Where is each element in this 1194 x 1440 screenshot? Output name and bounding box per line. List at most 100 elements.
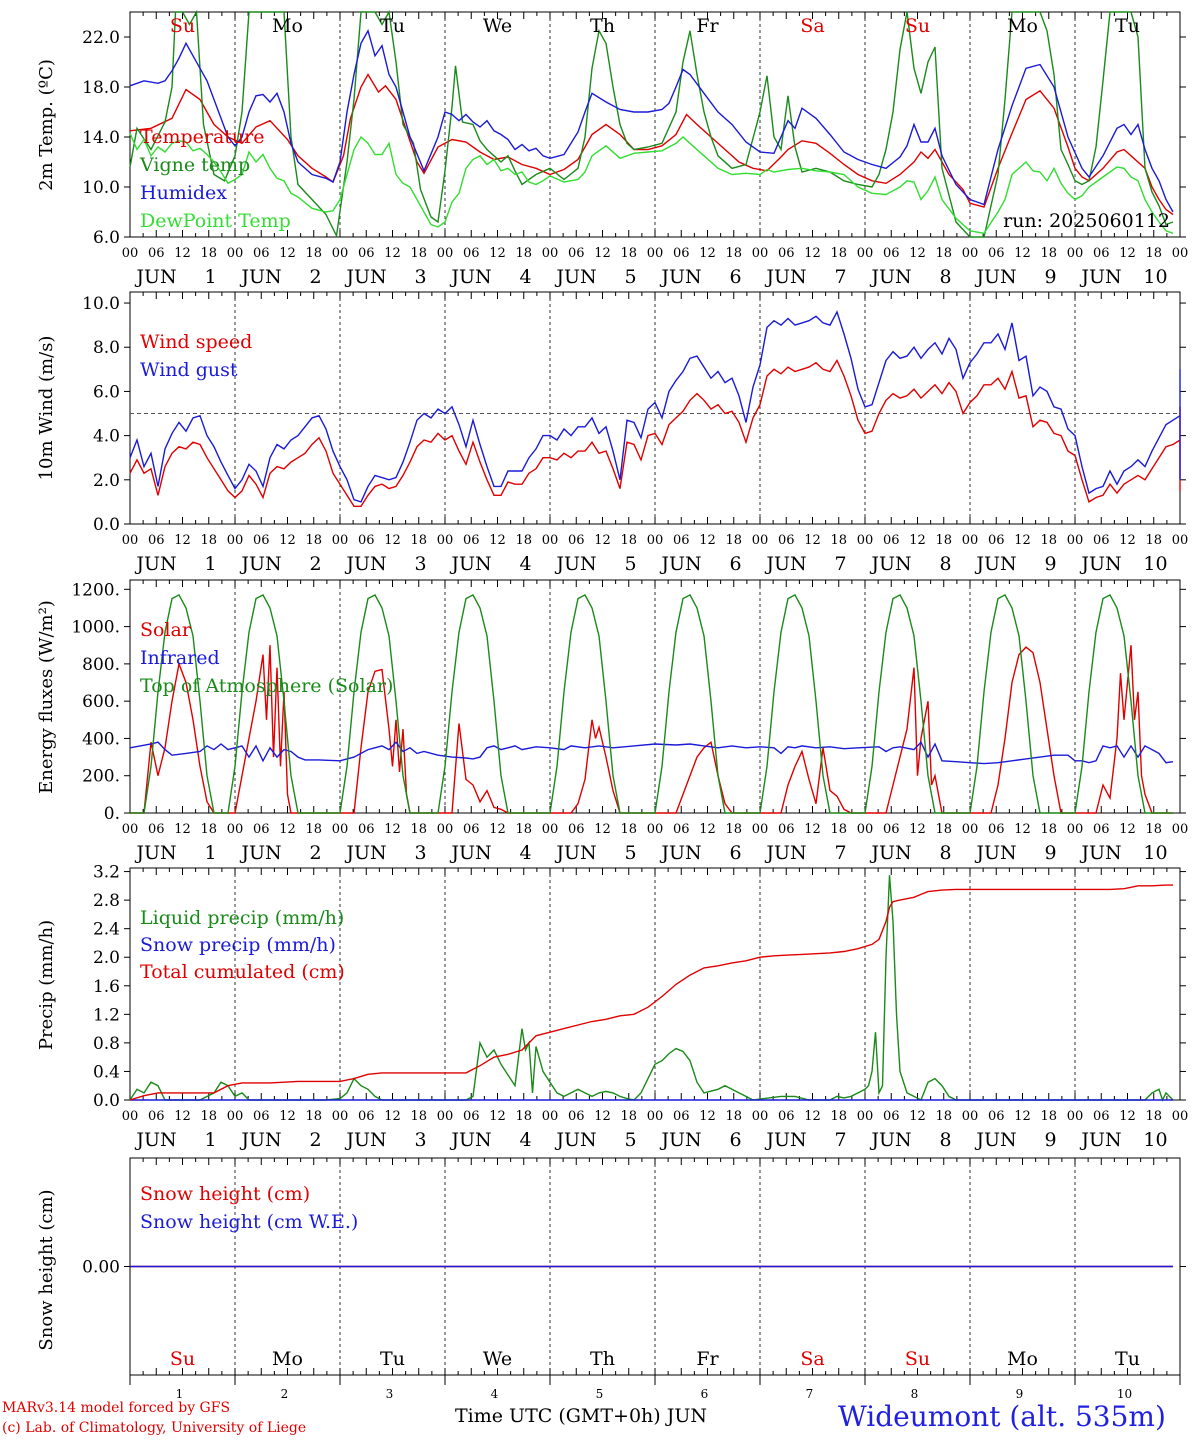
weekday-label: Sa [800, 1348, 824, 1370]
legend-entry: Wind gust [140, 359, 238, 381]
hour-tick-label: 06 [883, 822, 900, 837]
hour-tick-label: 06 [673, 1109, 690, 1124]
hour-tick-label: 18 [620, 533, 637, 548]
hour-tick-label: 06 [253, 1109, 270, 1124]
legend-entry: Snow precip (mm/h) [140, 934, 336, 956]
hour-tick-label: 00 [1067, 1109, 1084, 1124]
month-label: JUN [869, 842, 911, 864]
hour-tick-label: 12 [804, 246, 821, 261]
hour-tick-label: 12 [594, 533, 611, 548]
hour-tick-label: 18 [1040, 1109, 1057, 1124]
run-label: run: 2025060112 [1003, 210, 1170, 232]
date-label: 4 [519, 553, 531, 575]
month-label: JUN [974, 266, 1016, 288]
weekday-label: Su [905, 1348, 930, 1370]
date-label: 9 [1044, 1129, 1056, 1151]
hour-tick-label: 06 [673, 533, 690, 548]
month-label: JUN [134, 266, 176, 288]
hour-tick-label: 06 [358, 533, 375, 548]
hour-tick-label: 00 [647, 822, 664, 837]
y-tick-label: 18.0 [82, 78, 120, 98]
y-tick-label: 14.0 [82, 128, 120, 148]
date-label: 3 [414, 553, 426, 575]
y-tick-label: 2.0 [93, 948, 120, 968]
legend-entry: Total cumulated (cm) [140, 961, 345, 983]
hour-tick-label: 18 [935, 1109, 952, 1124]
date-label: 2 [309, 1129, 321, 1151]
y-tick-label: 3.2 [93, 863, 120, 883]
hour-tick-label: 00 [857, 246, 874, 261]
hour-tick-label: 18 [305, 822, 322, 837]
legend-entry: Temperature [140, 126, 264, 148]
hour-tick-label: 00 [1067, 533, 1084, 548]
month-label: JUN [764, 553, 806, 575]
weekday-label: Sa [800, 15, 824, 37]
hour-tick-label: 06 [883, 533, 900, 548]
hour-tick-label: 00 [752, 1109, 769, 1124]
month-label: JUN [344, 266, 386, 288]
hour-tick-label: 12 [489, 1109, 506, 1124]
month-label: JUN [764, 1129, 806, 1151]
y-tick-label: 0.00 [82, 1258, 120, 1278]
hour-tick-label: 06 [148, 533, 165, 548]
hour-tick-label: 06 [253, 822, 270, 837]
hour-tick-label: 18 [515, 1109, 532, 1124]
hour-tick-label: 00 [332, 533, 349, 548]
series-line [129, 9, 1174, 239]
hour-tick-label: 06 [673, 822, 690, 837]
y-tick-label: 600. [82, 692, 120, 712]
date-label: 10 [1143, 842, 1167, 864]
hour-tick-label: 18 [935, 246, 952, 261]
date-label: 5 [624, 553, 636, 575]
hour-tick-label: 18 [1145, 822, 1162, 837]
hour-tick-label: 18 [200, 822, 217, 837]
hour-tick-label: 00 [752, 822, 769, 837]
hour-tick-label: 00 [542, 822, 559, 837]
hour-tick-label: 12 [699, 246, 716, 261]
hour-tick-label: 18 [725, 533, 742, 548]
date-label: 5 [624, 266, 636, 288]
hour-tick-label: 12 [279, 246, 296, 261]
hour-tick-label: 00 [857, 533, 874, 548]
hour-tick-label: 00 [647, 533, 664, 548]
hour-tick-label: 12 [594, 246, 611, 261]
hour-tick-label: 12 [1014, 246, 1031, 261]
hour-tick-label: 06 [463, 1109, 480, 1124]
date-label: 2 [309, 266, 321, 288]
weekday-label: We [483, 15, 512, 37]
date-label: 4 [519, 842, 531, 864]
hour-tick-label: 00 [542, 533, 559, 548]
hour-tick-label: 12 [489, 246, 506, 261]
hour-tick-label: 12 [279, 1109, 296, 1124]
date-label: 10 [1143, 553, 1167, 575]
hour-tick-label: 12 [384, 822, 401, 837]
month-label: JUN [344, 553, 386, 575]
model-credit: MARv3.14 model forced by GFS [2, 1400, 231, 1416]
hour-tick-label: 00 [227, 1109, 244, 1124]
hour-tick-label: 06 [568, 533, 585, 548]
hour-tick-label: 06 [673, 246, 690, 261]
legend-entry: Wind speed [140, 331, 252, 353]
weekday-label: Th [590, 1348, 615, 1370]
meteogram: 6.010.014.018.022.02m Temp. (ºC) Temperat… [36, 9, 1188, 1400]
hour-tick-label: 00 [542, 246, 559, 261]
hour-tick-label: 18 [830, 1109, 847, 1124]
hour-tick-label: 18 [620, 1109, 637, 1124]
hour-tick-label: 18 [410, 1109, 427, 1124]
day-number-label: 2 [281, 1387, 289, 1400]
y-tick-label: 2.0 [93, 471, 120, 491]
day-number-label: 1 [176, 1387, 184, 1400]
date-label: 10 [1143, 1129, 1167, 1151]
hour-tick-label: 06 [988, 1109, 1005, 1124]
hour-tick-label: 12 [174, 533, 191, 548]
day-number-label: 5 [596, 1387, 604, 1400]
date-label: 2 [309, 553, 321, 575]
weekday-label: Tu [1115, 1348, 1140, 1370]
hour-tick-label: 18 [1040, 822, 1057, 837]
hour-tick-label: 06 [568, 246, 585, 261]
series-line [130, 593, 1173, 814]
time-axis-title: Time UTC (GMT+0h) [455, 1405, 661, 1427]
hour-tick-label: 00 [437, 246, 454, 261]
date-label: 7 [834, 1129, 846, 1151]
hour-tick-label: 00 [227, 246, 244, 261]
